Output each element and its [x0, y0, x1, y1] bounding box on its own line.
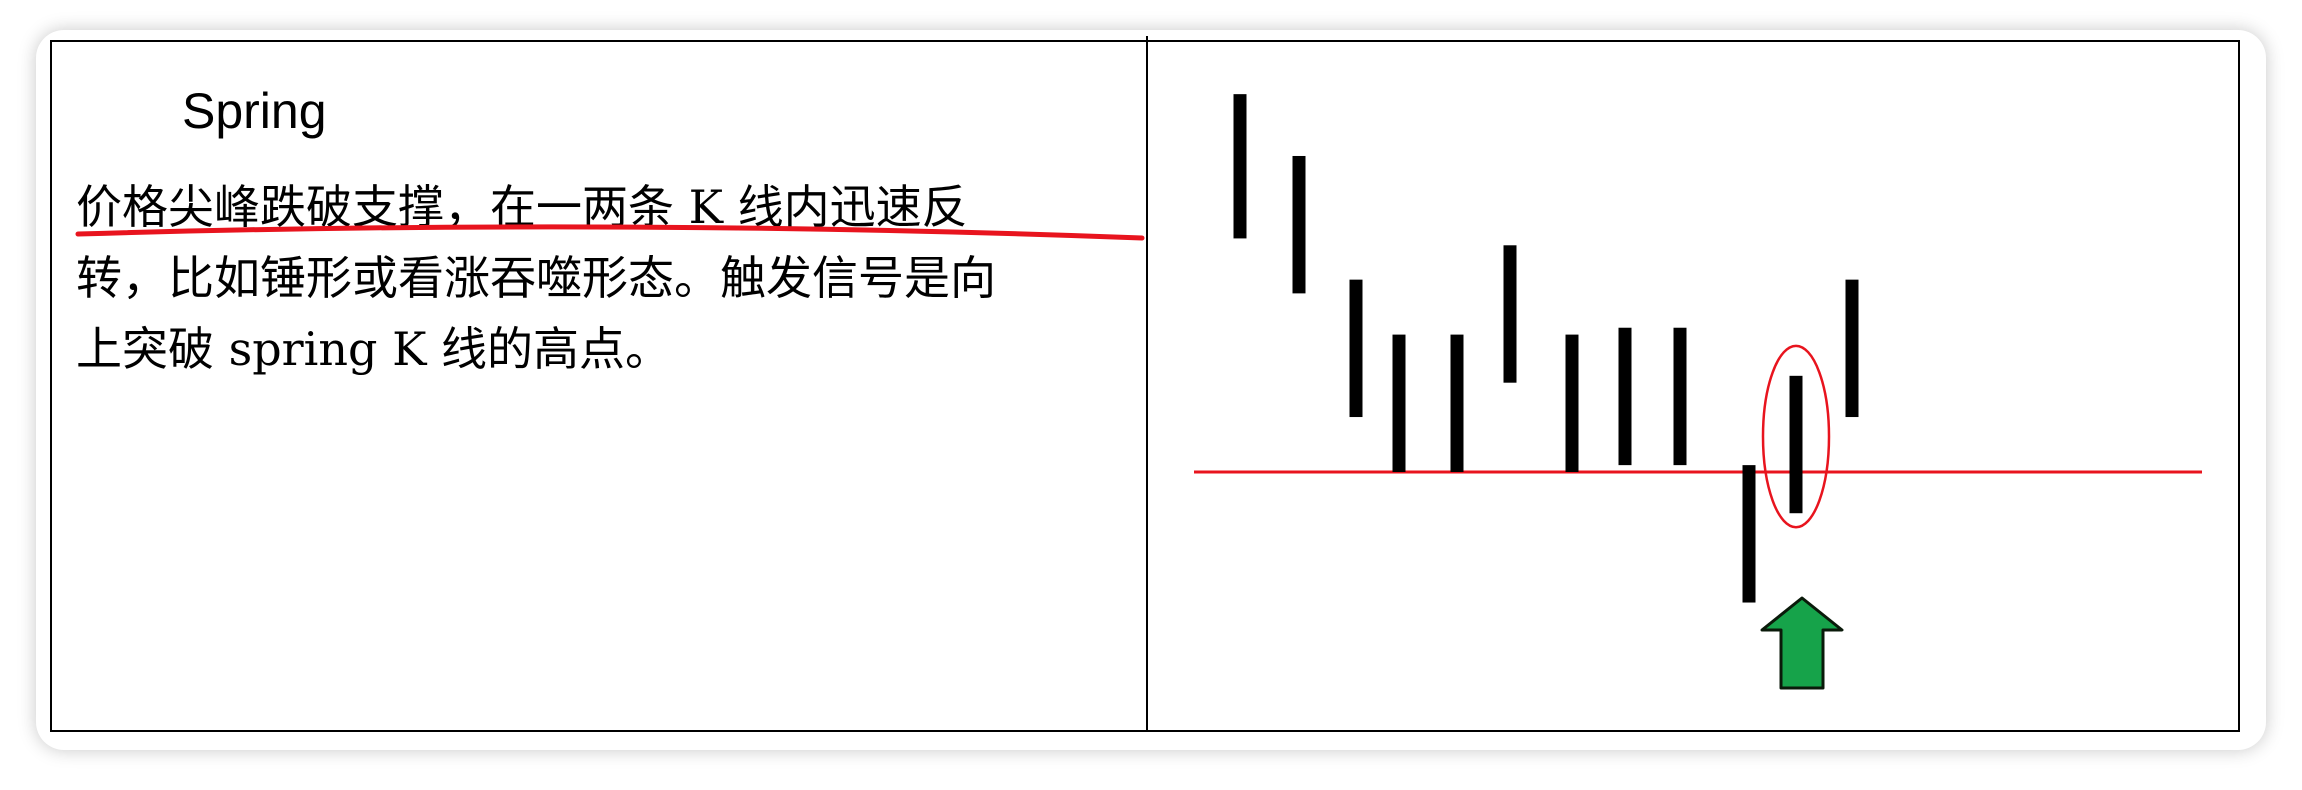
price-bar-9: [1673, 327, 1687, 466]
up-arrow-icon: [1760, 596, 1844, 690]
price-bar-3: [1349, 279, 1363, 418]
price-bar-7: [1565, 334, 1579, 472]
content-card: [36, 30, 2266, 750]
price-bar-5: [1450, 334, 1464, 472]
red-underline: [75, 224, 1145, 241]
price-bar-4: [1392, 334, 1406, 472]
pattern-title: Spring: [182, 83, 327, 139]
price-bar-8: [1618, 327, 1632, 466]
price-bar-10: [1742, 465, 1756, 603]
price-bar-1: [1233, 94, 1247, 239]
pattern-description: 价格尖峰跌破支撑，在一两条 K 线内迅速反 转，比如锤形或看涨吞噬形态。触发信号…: [76, 172, 1146, 385]
price-bar-6: [1503, 245, 1517, 383]
price-bar-11: [1789, 375, 1803, 514]
description-cell: Spring 价格尖峰跌破支撑，在一两条 K 线内迅速反 转，比如锤形或看涨吞噬…: [52, 42, 1146, 730]
spring-bar-chart: [1194, 94, 2202, 690]
highlight-ellipse: [1761, 344, 1831, 529]
description-line-1: 价格尖峰跌破支撑，在一两条 K 线内迅速反: [76, 180, 968, 234]
spring-table: Spring 价格尖峰跌破支撑，在一两条 K 线内迅速反 转，比如锤形或看涨吞噬…: [50, 36, 2240, 732]
price-bar-12: [1845, 279, 1859, 418]
column-divider: [1146, 36, 1148, 732]
price-bar-2: [1292, 155, 1306, 294]
description-line-2: 转，比如锤形或看涨吞噬形态。触发信号是向: [76, 251, 996, 305]
description-line-3: 上突破 spring K 线的高点。: [76, 322, 672, 376]
